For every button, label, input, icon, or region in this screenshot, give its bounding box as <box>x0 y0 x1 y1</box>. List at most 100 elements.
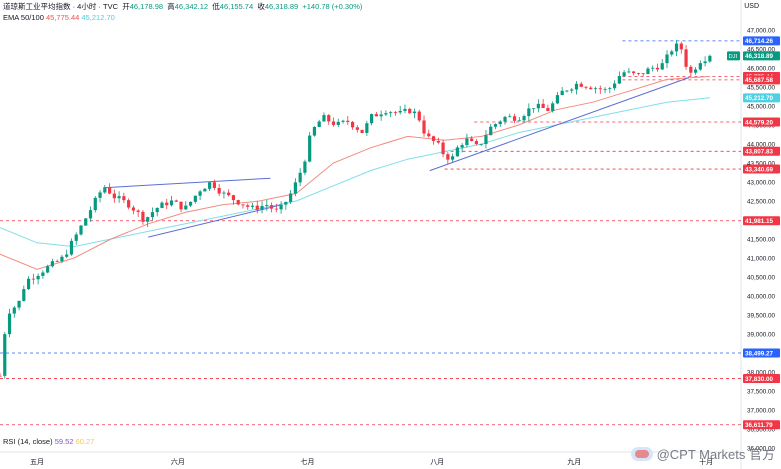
candle-body <box>474 141 479 145</box>
candle-body <box>541 103 545 108</box>
price-tag-bg <box>743 75 780 85</box>
price-tag-label: 45,212.70 <box>745 95 774 102</box>
candle-body <box>193 195 197 202</box>
candle-body <box>679 43 683 50</box>
candle-body <box>312 126 317 136</box>
candle-body <box>327 115 331 122</box>
y-tick-label: 43,000.00 <box>747 180 776 187</box>
price-tag-label: 44,579.20 <box>745 119 774 126</box>
ema-legend[interactable]: EMA 50/100 45,775.44 45,212.70 <box>3 14 115 22</box>
candle-body <box>431 136 436 141</box>
candle-body <box>141 211 145 222</box>
candle-body <box>612 83 617 89</box>
candle-body <box>265 205 269 207</box>
rsi-legend[interactable]: RSI (14, close) 59.52 60.27 <box>3 438 94 446</box>
candle-body <box>336 121 340 125</box>
candle-body <box>322 115 326 122</box>
candle-body <box>250 205 255 207</box>
candle-body <box>360 129 364 133</box>
y-tick-label: 38,000.00 <box>747 370 776 377</box>
candle-body <box>508 116 512 118</box>
candle-body <box>284 201 288 205</box>
candle-body <box>622 72 626 77</box>
candle-body <box>279 204 283 210</box>
candle-body <box>103 187 107 193</box>
candle-body <box>465 138 469 146</box>
price-tag-bg <box>743 420 780 430</box>
price-tag-label: 36,611.79 <box>745 422 773 429</box>
ema-label: EMA 50/100 <box>3 13 44 22</box>
candle-body <box>22 289 26 301</box>
close-value: 46,318.89 <box>264 2 299 11</box>
candle-body <box>203 188 207 192</box>
y-tick-label: 41,500.00 <box>747 237 776 244</box>
candle-body <box>93 197 97 211</box>
ema100-value: 45,212.70 <box>81 13 115 22</box>
x-tick-label: 八月 <box>430 458 444 466</box>
candle-body <box>308 135 312 162</box>
candle-body <box>165 202 169 206</box>
candle-body <box>84 218 88 226</box>
candle-body <box>355 127 359 130</box>
candle-body <box>350 121 355 128</box>
candle-body <box>389 112 393 114</box>
candle-body <box>641 73 645 75</box>
price-tag-label: 45,687.58 <box>745 77 774 84</box>
price-tag-label: 43,807.83 <box>745 149 774 156</box>
candle-body <box>517 120 521 122</box>
trend-line <box>148 204 282 238</box>
candle-body <box>188 201 193 206</box>
candle-body <box>169 200 174 206</box>
y-tick-label: 44,000.00 <box>747 142 776 149</box>
candle-body <box>689 66 693 73</box>
candle-body <box>217 187 221 194</box>
candle-body <box>555 95 560 104</box>
y-tick-label: 40,500.00 <box>747 275 776 282</box>
candle-body <box>479 144 483 145</box>
y-tick-label: 42,500.00 <box>747 199 776 206</box>
high-value: 46,342.12 <box>174 2 209 11</box>
trend-line <box>103 177 271 189</box>
candle-body <box>708 55 712 62</box>
candle-body <box>684 49 688 67</box>
candle-body <box>436 140 440 143</box>
candle-body <box>36 275 40 280</box>
candle-body <box>398 110 402 113</box>
y-tick-label: 36,000.00 <box>747 446 776 453</box>
candle-body <box>636 73 641 74</box>
candle-body <box>627 71 631 73</box>
price-tag-bg <box>743 164 780 174</box>
candle-body <box>122 196 126 201</box>
y-tick-label: 43,500.00 <box>747 161 776 168</box>
candle-body <box>412 111 417 114</box>
candle-body <box>117 196 121 199</box>
candle-body <box>241 204 245 206</box>
y-tick-label: 40,000.00 <box>747 294 776 301</box>
candle-body <box>403 108 407 111</box>
candle-body <box>69 240 74 255</box>
candle-body <box>608 88 612 90</box>
candle-body <box>527 108 531 117</box>
candle-body <box>231 195 236 201</box>
candle-body <box>146 217 150 222</box>
candle-body <box>317 121 321 127</box>
watermark-text: @CPT Markets 官方 <box>656 447 775 462</box>
candle-body <box>184 205 188 210</box>
candle-body <box>346 120 350 122</box>
candle-body <box>107 187 112 194</box>
candle-body <box>560 90 564 96</box>
candle-body <box>303 161 307 173</box>
candle-body <box>646 68 650 75</box>
candle-body <box>703 61 707 64</box>
candle-body <box>370 114 374 124</box>
candle-body <box>536 103 540 109</box>
ema100-line <box>0 97 710 248</box>
candle-body <box>293 182 297 194</box>
candle-body <box>0 375 2 377</box>
candle-body <box>341 120 345 122</box>
symbol-tag-bg <box>727 51 740 61</box>
change-value: +140.78 (+0.30%) <box>302 2 363 11</box>
price-tag-bg <box>743 93 780 103</box>
candle-body <box>127 200 131 208</box>
